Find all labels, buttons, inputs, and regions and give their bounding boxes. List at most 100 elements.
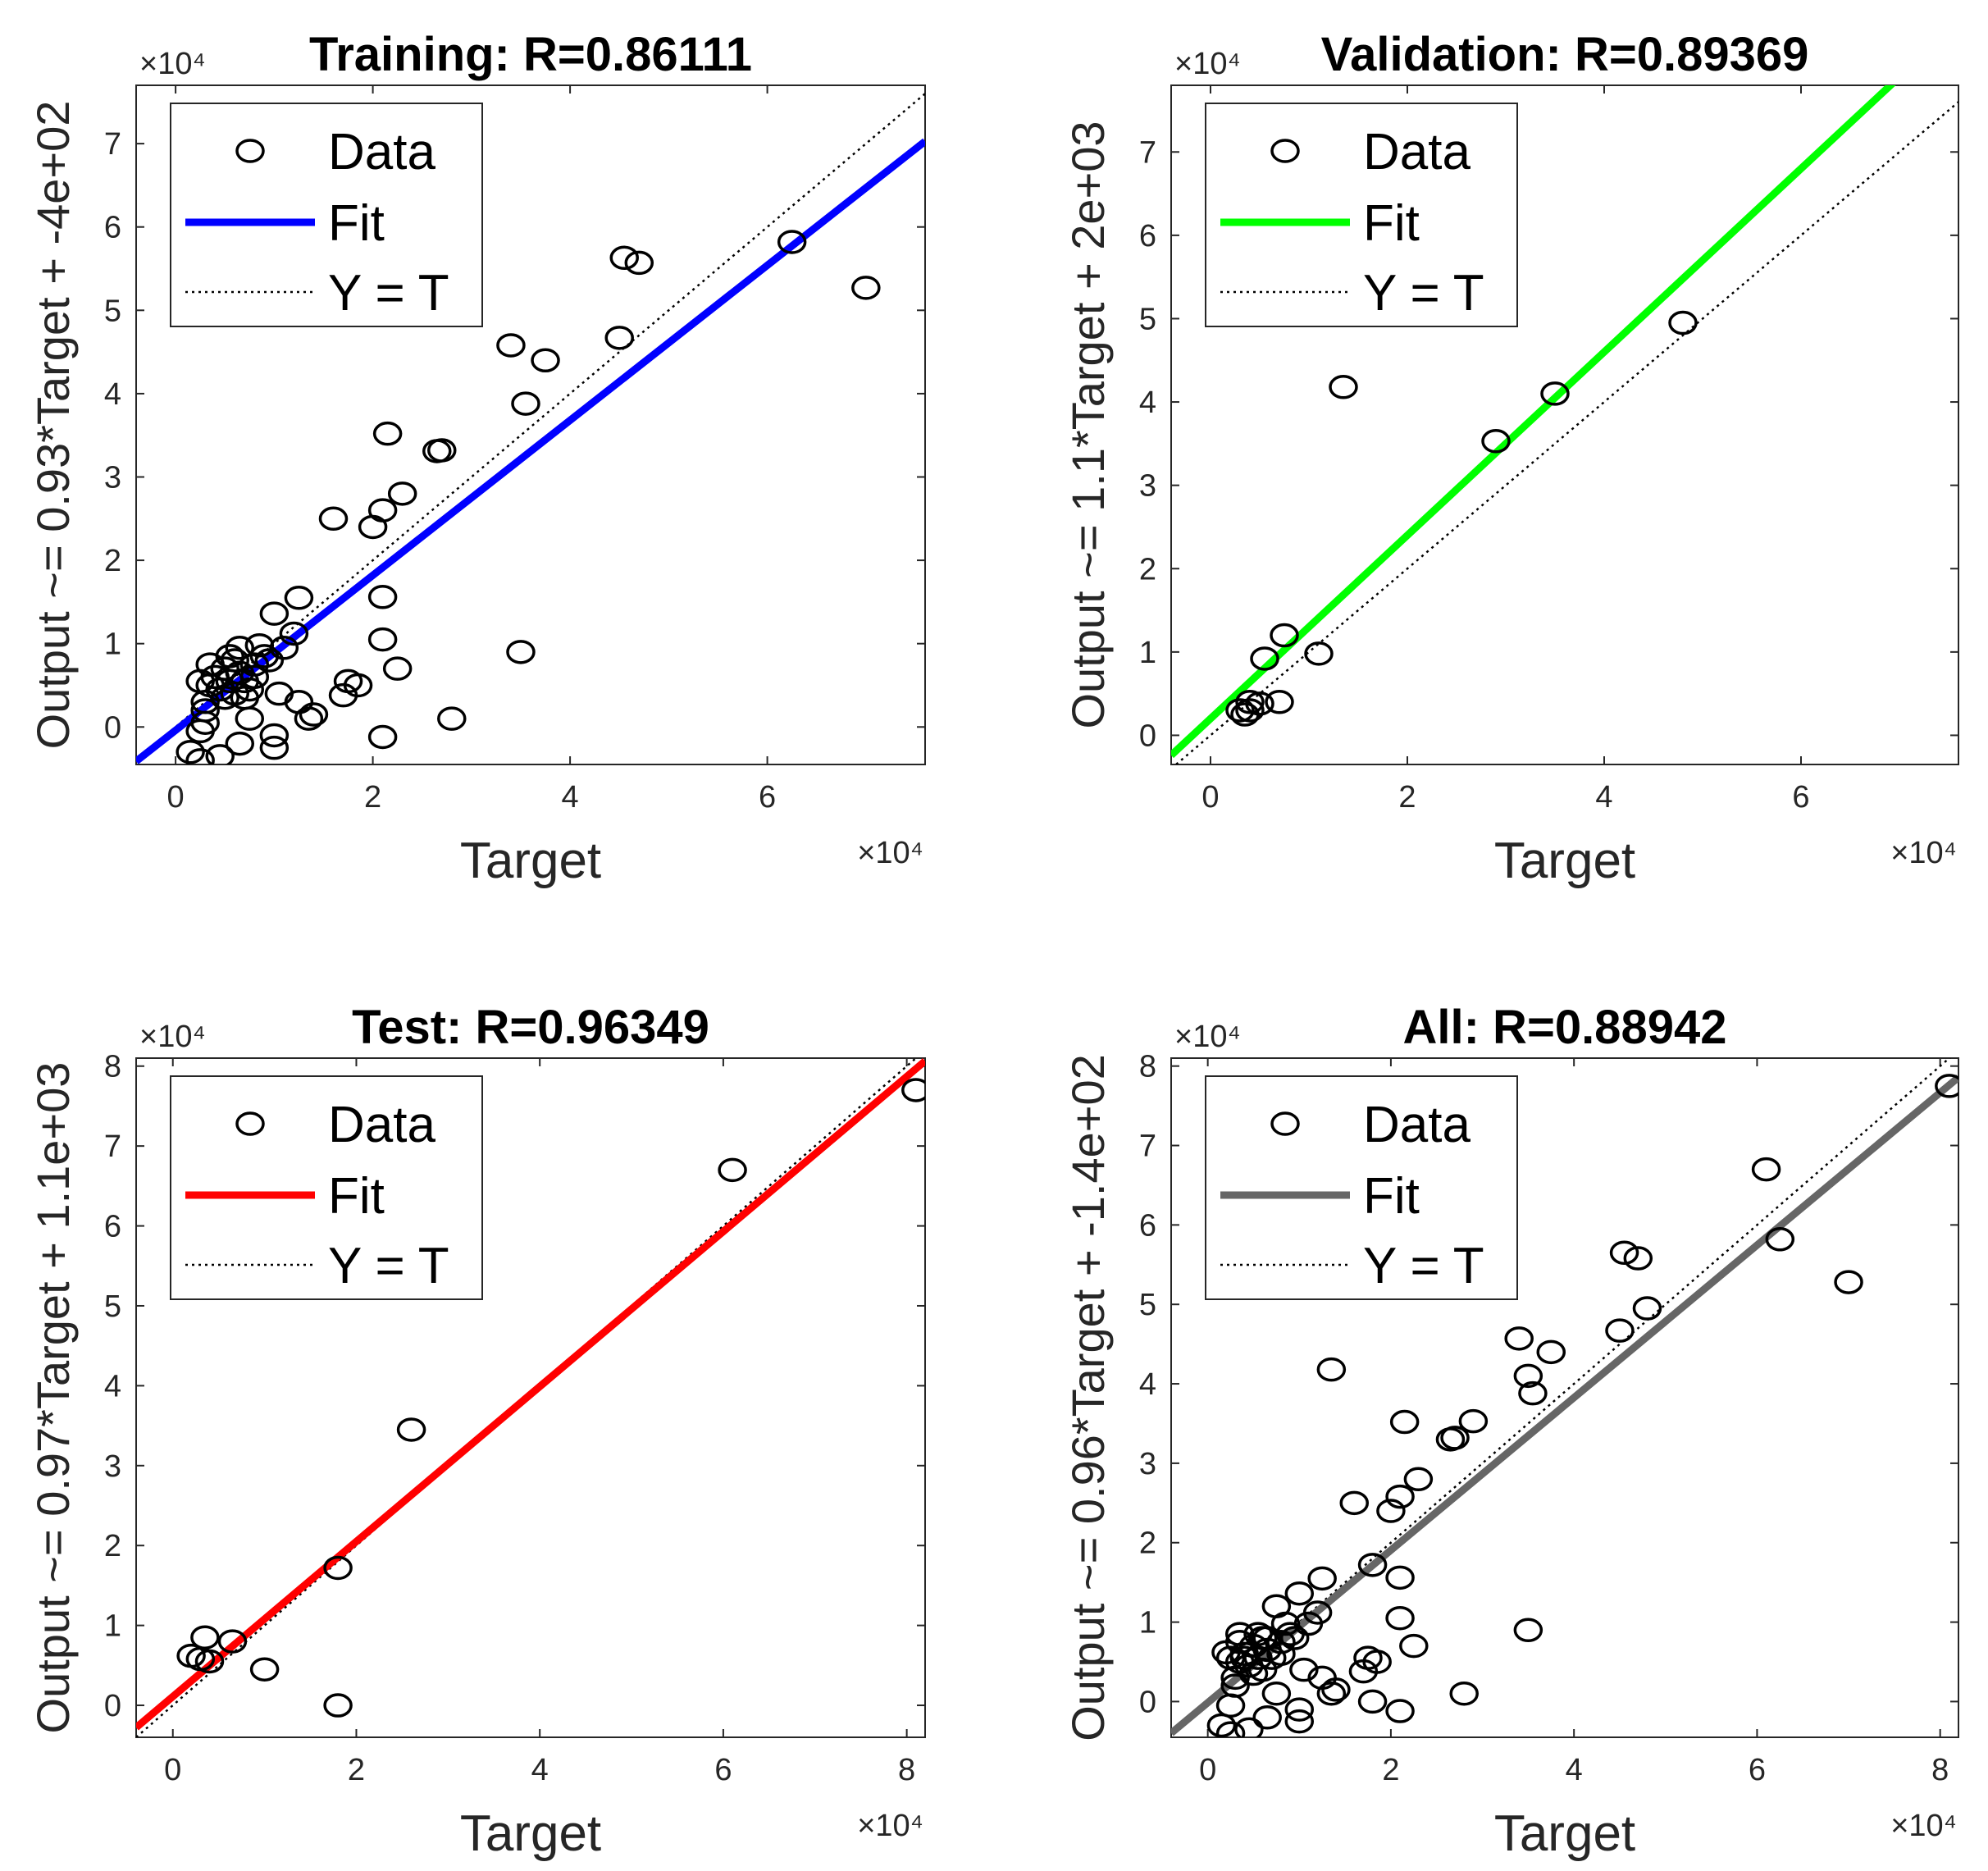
y-exponent-label: ×10⁴: [139, 47, 206, 81]
x-tick-label: 8: [898, 1753, 915, 1787]
y-tick-label: 7: [1139, 1129, 1156, 1164]
data-marker-icon: [235, 1111, 265, 1136]
data-point: [367, 498, 398, 523]
data-point: [1307, 1566, 1337, 1591]
data-point: [1234, 1717, 1264, 1737]
x-tick-label: 6: [759, 780, 776, 815]
identity-line: [136, 92, 925, 762]
data-point: [1449, 1681, 1479, 1706]
legend: Data Fit Y = T: [170, 1075, 483, 1300]
data-point: [239, 652, 270, 677]
data-point: [1316, 1681, 1347, 1706]
legend-label: Y = T: [1363, 265, 1484, 322]
data-point: [1751, 1157, 1781, 1182]
plot-area: [1170, 84, 1959, 765]
x-tick-label: 0: [164, 1753, 181, 1787]
x-tick-label: 8: [1931, 1753, 1949, 1787]
data-point: [1357, 1689, 1388, 1714]
data-point: [1225, 698, 1255, 723]
data-point: [604, 326, 634, 350]
data-point: [358, 514, 388, 540]
y-tick-label: 5: [1139, 302, 1156, 336]
data-point: [506, 640, 536, 664]
y-exponent-label: ×10⁴: [1174, 47, 1241, 81]
data-point: [1385, 1565, 1415, 1590]
legend-label: Fit: [328, 195, 385, 252]
data-point: [1329, 375, 1358, 399]
chart-panel-4: 0 2 4 6 8 0 1 2 3 4 5 6 7 8 ×10⁴ ×10⁴ All: R=0.88942 Targ…: [1062, 1001, 1959, 1862]
data-point: [1605, 1318, 1635, 1343]
x-axis-label: Target: [1494, 1805, 1635, 1862]
data-point: [279, 621, 309, 646]
data-point: [1252, 1705, 1282, 1730]
y-tick-label: 1: [104, 1609, 121, 1644]
x-axis-label: Target: [460, 1805, 601, 1862]
data-point: [1513, 1618, 1543, 1643]
data-point: [1403, 1467, 1434, 1492]
legend-label: Fit: [1363, 195, 1420, 252]
data-marker-icon: [1270, 1111, 1300, 1136]
data-point: [1623, 1246, 1653, 1271]
data-point: [215, 644, 244, 669]
y-tick-label: 3: [104, 460, 121, 495]
plot-area: [1170, 1057, 1959, 1738]
legend-label: Y = T: [328, 1238, 449, 1294]
y-tick-label: 8: [1139, 1050, 1156, 1084]
data-point: [1339, 1490, 1370, 1516]
y-tick-label: 1: [1139, 1606, 1156, 1641]
legend: Data Fit Y = T: [170, 103, 483, 327]
legend-box: [1205, 1075, 1518, 1300]
data-point: [194, 1649, 225, 1674]
plot-layer: [136, 92, 925, 764]
data-point: [1376, 1499, 1406, 1523]
data-point: [382, 656, 413, 681]
y-axis-label: Output ~= 0.96*Target + -1.4e+02: [1062, 1054, 1114, 1741]
y-tick-label: 2: [104, 1529, 121, 1563]
data-point: [1357, 1553, 1388, 1577]
data-point: [1385, 1605, 1415, 1631]
data-point: [427, 438, 457, 463]
y-tick-label: 4: [104, 1369, 121, 1403]
data-point: [1215, 1645, 1246, 1670]
data-point: [294, 706, 324, 731]
data-point: [1265, 690, 1294, 714]
x-tick-label: 6: [1792, 780, 1809, 815]
data-point: [1389, 1409, 1420, 1435]
data-point: [1385, 1699, 1415, 1723]
data-point: [387, 481, 417, 506]
data-point: [1270, 1611, 1301, 1636]
data-point: [1609, 1240, 1639, 1266]
data-point: [1252, 1626, 1282, 1650]
data-point: [1834, 1270, 1863, 1294]
data-point: [1250, 646, 1279, 671]
data-point: [1935, 1074, 1958, 1098]
y-axis-label: Output ~= 0.97*Target + 1.1e+03: [27, 1062, 79, 1734]
x-axis-label: Target: [460, 833, 601, 889]
data-point: [230, 685, 260, 710]
data-point: [254, 648, 285, 673]
y-tick-label: 8: [104, 1050, 121, 1084]
data-marker-icon: [1270, 139, 1300, 163]
x-tick-label: 6: [714, 1753, 732, 1787]
y-tick-label: 4: [1139, 1367, 1156, 1402]
y-tick-label: 5: [1139, 1288, 1156, 1322]
y-tick-label: 5: [104, 1289, 121, 1324]
data-point: [259, 723, 290, 748]
data-point: [1215, 1721, 1246, 1737]
y-tick-label: 1: [1139, 636, 1156, 670]
identity-line: [1171, 1058, 1951, 1735]
data-point: [1536, 1339, 1566, 1365]
y-tick-label: 0: [1139, 1685, 1156, 1719]
plot-area: [135, 84, 926, 765]
legend-label: Data: [1363, 1097, 1470, 1153]
data-point: [1458, 1408, 1489, 1434]
x-tick-label: 2: [364, 780, 381, 815]
x-exponent-label: ×10⁴: [1890, 836, 1957, 870]
chart-panel-2: 0 2 4 6 0 1 2 3 4 5 6 7 ×10⁴ ×10⁴ Validation: R=0.8936…: [1062, 28, 1959, 889]
x-tick-label: 4: [1566, 1753, 1583, 1787]
data-point: [1321, 1677, 1351, 1702]
data-point: [624, 250, 654, 276]
data-point: [1518, 1380, 1548, 1406]
legend-label: Data: [328, 124, 435, 180]
data-point: [1348, 1659, 1379, 1684]
